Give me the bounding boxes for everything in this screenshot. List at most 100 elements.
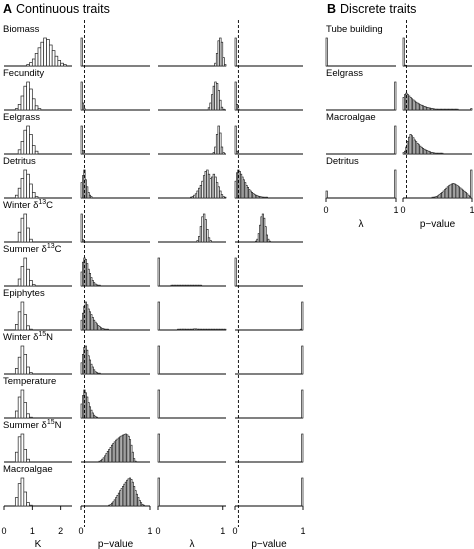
row-label: Epiphytes [3, 288, 45, 299]
histogram-bar [157, 433, 160, 463]
x-tick-label: 0 [232, 526, 237, 536]
x-axis-label-K: K [35, 539, 42, 549]
histogram-p-macroalgae [402, 134, 472, 155]
histogram-bar [222, 108, 225, 111]
histogram-bar [57, 60, 62, 67]
histogram-p1-detritus [80, 169, 150, 199]
panel-a-letter: A [3, 2, 12, 16]
histogram-bar [301, 301, 304, 331]
row-label: Tube building [326, 24, 383, 35]
x-axis-label-p2: p−value [251, 539, 287, 549]
histogram-bar [206, 229, 209, 243]
histogram-bar [29, 238, 33, 243]
histogram-bar [402, 37, 405, 67]
histogram-bar [470, 169, 473, 199]
histogram-bar [17, 311, 22, 331]
histogram-bar [20, 178, 25, 199]
panel-b-discrete-traits: Tube building Eelgrass Macroalgae Detritus 0… [323, 20, 474, 230]
histogram-bar [157, 301, 160, 331]
x-axis-label-L: λ [190, 539, 195, 549]
histogram-bar [23, 169, 28, 199]
row-label: Eelgrass [3, 112, 40, 123]
histogram-bar [20, 217, 25, 243]
histogram-bar [265, 196, 268, 199]
row-fecundity: Fecundity [3, 68, 303, 111]
histogram-bar [131, 451, 134, 463]
histogram-p1-summer-13c [80, 257, 150, 287]
histogram-p2-temperature [235, 389, 304, 419]
histogram-p2-epiphytes [235, 301, 304, 331]
histogram-bar [80, 213, 83, 243]
histogram-L-macroalgae [157, 477, 226, 507]
histogram-bar [470, 108, 473, 111]
histogram-bar [14, 368, 19, 375]
histogram-L-summer-15n [157, 433, 226, 463]
row-macroalgae: Macroalgae [326, 112, 472, 155]
row-winter-13c: Winter δ13C [3, 199, 303, 243]
row-biomass: Biomass [3, 24, 303, 67]
histogram-bar [23, 354, 28, 375]
row-label: Detritus [326, 156, 359, 167]
histogram-bar [31, 98, 36, 111]
histogram-bar [219, 132, 222, 155]
x-tick-label: 1 [300, 526, 305, 536]
panel-a-title: A Continuous traits [3, 2, 110, 16]
row-eelgrass: Eelgrass [326, 68, 473, 111]
x-tick-label: 0 [400, 205, 405, 215]
histogram-L-epiphytes [157, 301, 227, 331]
histogram-bar [17, 278, 22, 287]
histogram-bar [34, 150, 39, 155]
histogram-bar [23, 85, 28, 111]
histogram-bar [17, 436, 22, 463]
histogram-bar [237, 108, 240, 111]
histogram-bar [31, 58, 36, 67]
row-eelgrass: Eelgrass [3, 112, 303, 155]
histogram-bar [14, 108, 19, 111]
histogram-bar [20, 345, 25, 375]
row-label: Summer δ13C [3, 243, 62, 255]
row-label: Eelgrass [326, 68, 363, 79]
histogram-bar [23, 314, 28, 331]
histogram-bar [236, 150, 239, 155]
histogram-bar [220, 106, 224, 111]
row-detritus: Detritus [3, 156, 303, 199]
histogram-p-eelgrass [402, 92, 473, 111]
histogram-bar [17, 187, 22, 199]
row-temperature: Temperature [3, 376, 304, 419]
panel-b-title: B Discrete traits [327, 2, 416, 16]
histogram-bar [17, 356, 22, 375]
histogram-bar [17, 396, 22, 419]
histogram-bar [157, 345, 160, 375]
histogram-bar [29, 416, 33, 419]
histogram-bar [40, 41, 45, 67]
panel-a-title-text: Continuous traits [16, 2, 110, 16]
x-axis-label-p: p−value [420, 219, 456, 230]
x-tick-label: 1 [220, 526, 225, 536]
histogram-K-fecundity [4, 81, 72, 111]
histogram-K-eelgrass [4, 125, 72, 155]
histogram-bar [29, 134, 33, 155]
panel-b-title-text: Discrete traits [340, 2, 416, 16]
histogram-p-detritus [403, 169, 473, 199]
histogram-bar [34, 53, 39, 67]
x-axis-label-L: λ [359, 219, 364, 230]
histogram-bar [83, 108, 86, 111]
histogram-p1-eelgrass [80, 125, 150, 155]
histogram-L-winter-15n [157, 345, 226, 375]
histogram-bar [301, 433, 304, 463]
histogram-bar [82, 102, 85, 111]
histogram-K-biomass [4, 37, 72, 67]
row-tube-building: Tube building [325, 24, 472, 67]
histogram-K-summer-13c [4, 257, 72, 287]
histogram-bar [82, 239, 85, 243]
histogram-p2-summer-15n [235, 433, 304, 463]
histogram-bar [20, 141, 25, 155]
histogram-bar [23, 491, 28, 507]
histogram-bar [265, 234, 268, 243]
histogram-p2-summer-13c [234, 257, 303, 287]
histogram-p2-winter-13c [235, 213, 303, 243]
x-tick-label: 0 [323, 205, 328, 215]
histogram-bar [325, 37, 328, 67]
histogram-bar [20, 433, 25, 463]
